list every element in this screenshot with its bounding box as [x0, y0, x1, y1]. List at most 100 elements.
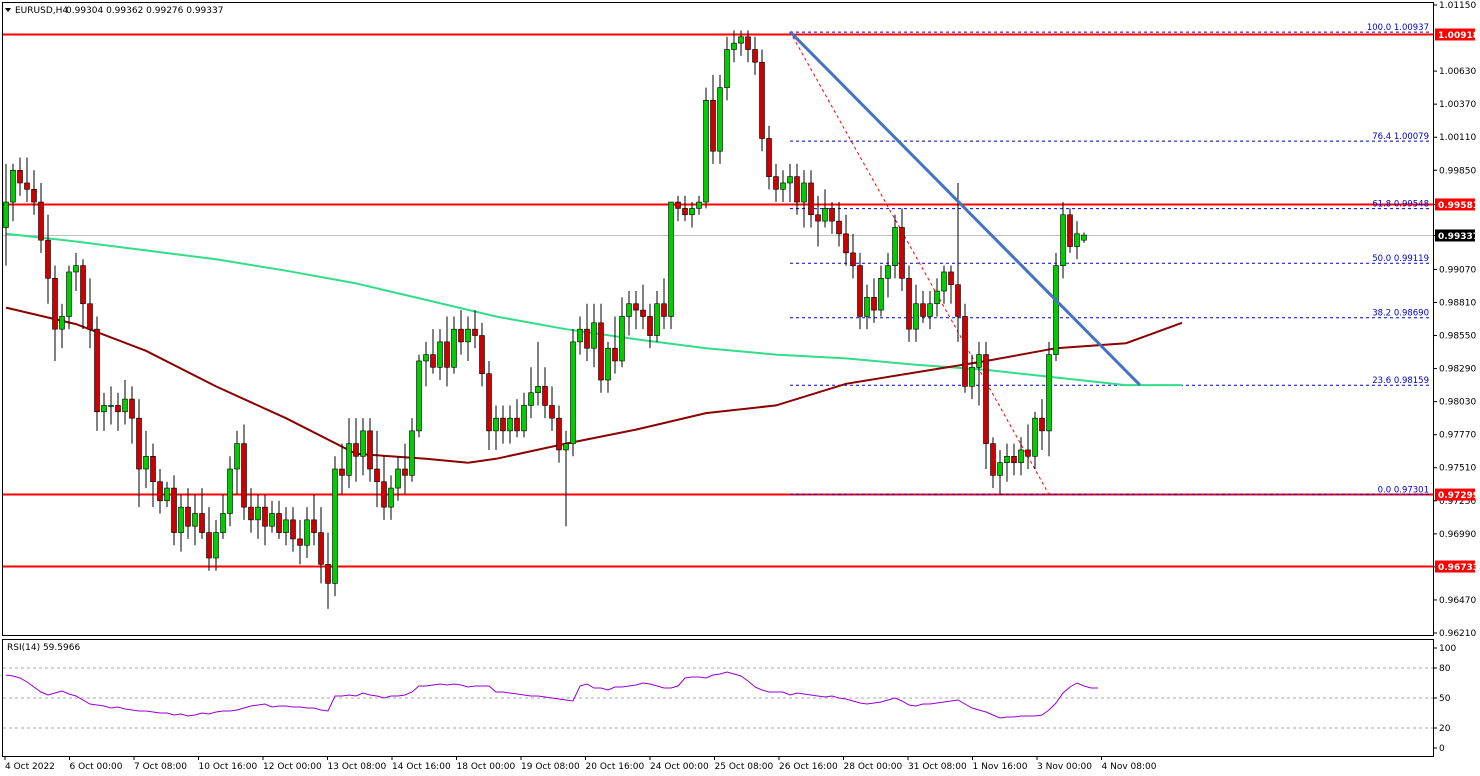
fib-level-label: 50.0 0.99119	[1372, 254, 1429, 264]
candle-body	[87, 303, 93, 330]
fib-level-label: 38.2 0.98690	[1372, 309, 1429, 319]
candle-body	[500, 417, 506, 432]
price-badge-label: 0.99581	[1438, 201, 1479, 211]
candle-body	[521, 405, 527, 432]
price-tick-label: 0.99070	[1439, 265, 1476, 275]
price-badge-label: 0.99337	[1438, 232, 1479, 242]
candle-body	[864, 297, 870, 317]
candle-body	[612, 347, 618, 362]
time-tick-label: 25 Oct 08:00	[715, 762, 774, 772]
candle-body	[759, 61, 765, 139]
candle-body	[108, 405, 114, 407]
time-tick-label: 7 Oct 08:00	[134, 762, 187, 772]
candle-body	[171, 487, 177, 533]
fib-level-label: 100.0 1.00937	[1367, 23, 1429, 33]
price-tick-label: 0.96210	[1439, 629, 1476, 639]
symbol-dropdown-icon[interactable]	[5, 8, 11, 12]
candle-body	[514, 417, 520, 432]
candle-body	[1018, 449, 1024, 463]
candle-body	[913, 303, 919, 330]
candle-body	[150, 455, 156, 483]
candle-body	[794, 176, 800, 203]
candle-body	[206, 532, 212, 559]
candle-body	[3, 201, 9, 228]
candle-body	[696, 201, 702, 209]
candle-body	[73, 265, 79, 273]
candle-body	[157, 481, 163, 502]
fib-swing-line	[789, 31, 1050, 495]
time-tick-label: 26 Oct 16:00	[779, 762, 838, 772]
candle-body	[507, 417, 513, 432]
time-tick-label: 12 Oct 00:00	[263, 762, 322, 772]
candle-body	[1025, 449, 1031, 457]
candle-body	[381, 481, 387, 508]
candle-body	[31, 189, 37, 203]
time-tick-label: 31 Oct 08:00	[908, 762, 967, 772]
price-tick-label: 0.96470	[1439, 596, 1476, 606]
candle-body	[976, 354, 982, 368]
time-tick-label: 6 Oct 00:00	[70, 762, 123, 772]
time-tick-label: 24 Oct 00:00	[650, 762, 709, 772]
candle-body	[416, 360, 422, 432]
candle-body	[493, 417, 499, 432]
time-tick-label: 19 Oct 08:00	[521, 762, 580, 772]
candle-body	[647, 316, 653, 336]
candle-body	[402, 468, 408, 476]
candle-body	[899, 227, 905, 279]
candle-body	[969, 367, 975, 387]
candle-body	[934, 290, 940, 305]
time-tick-label: 10 Oct 16:00	[199, 762, 258, 772]
candle-body	[185, 506, 191, 527]
candle-body	[682, 208, 688, 216]
candle-body	[738, 36, 744, 44]
candle-body	[836, 220, 842, 235]
candle-body	[59, 316, 65, 330]
price-tick-label: 0.99850	[1439, 166, 1476, 176]
candle-body	[710, 100, 716, 152]
rsi-tick-label: 100	[1439, 644, 1456, 654]
candle-body	[1046, 354, 1052, 432]
candle-body	[339, 468, 345, 476]
candle-body	[297, 538, 303, 546]
candle-body	[178, 506, 184, 533]
price-tick-label: 1.00110	[1439, 133, 1476, 143]
price-tick-label: 0.96990	[1439, 530, 1476, 540]
candle-body	[885, 265, 891, 279]
candle-body	[654, 303, 660, 336]
candle-body	[717, 87, 723, 152]
candle-body	[570, 341, 576, 444]
candle-body	[1081, 234, 1087, 241]
rsi-line	[5, 671, 1098, 719]
bearish-trendline	[788, 30, 1142, 387]
candle-body	[255, 506, 261, 521]
price-badge-label: 1.00918	[1438, 31, 1479, 41]
price-tick-label: 0.98810	[1439, 298, 1476, 308]
candle-body	[990, 443, 996, 476]
candle-body	[94, 328, 100, 413]
candle-body	[1053, 265, 1059, 355]
fib-level-label: 23.6 0.98159	[1372, 376, 1429, 386]
candle-body	[752, 49, 758, 63]
candle-body	[535, 386, 541, 394]
candle-body	[444, 341, 450, 368]
candle-body	[129, 398, 135, 419]
candle-body	[815, 214, 821, 222]
price-tick-label: 1.00370	[1439, 100, 1476, 110]
candle-body	[983, 354, 989, 444]
candle-body	[731, 42, 737, 50]
candle-body	[430, 354, 436, 368]
candle-body	[598, 322, 604, 381]
candle-body	[388, 487, 394, 508]
candle-body	[745, 36, 751, 50]
candle-body	[871, 297, 877, 311]
candle-body	[829, 208, 835, 222]
candle-body	[962, 316, 968, 387]
candle-body	[248, 506, 254, 521]
candle-body	[556, 417, 562, 451]
candle-body	[528, 392, 534, 406]
candle-body	[955, 284, 961, 317]
candle-body	[52, 278, 58, 330]
candle-body	[675, 201, 681, 209]
price-badge	[1435, 488, 1475, 501]
candle-body	[773, 176, 779, 190]
